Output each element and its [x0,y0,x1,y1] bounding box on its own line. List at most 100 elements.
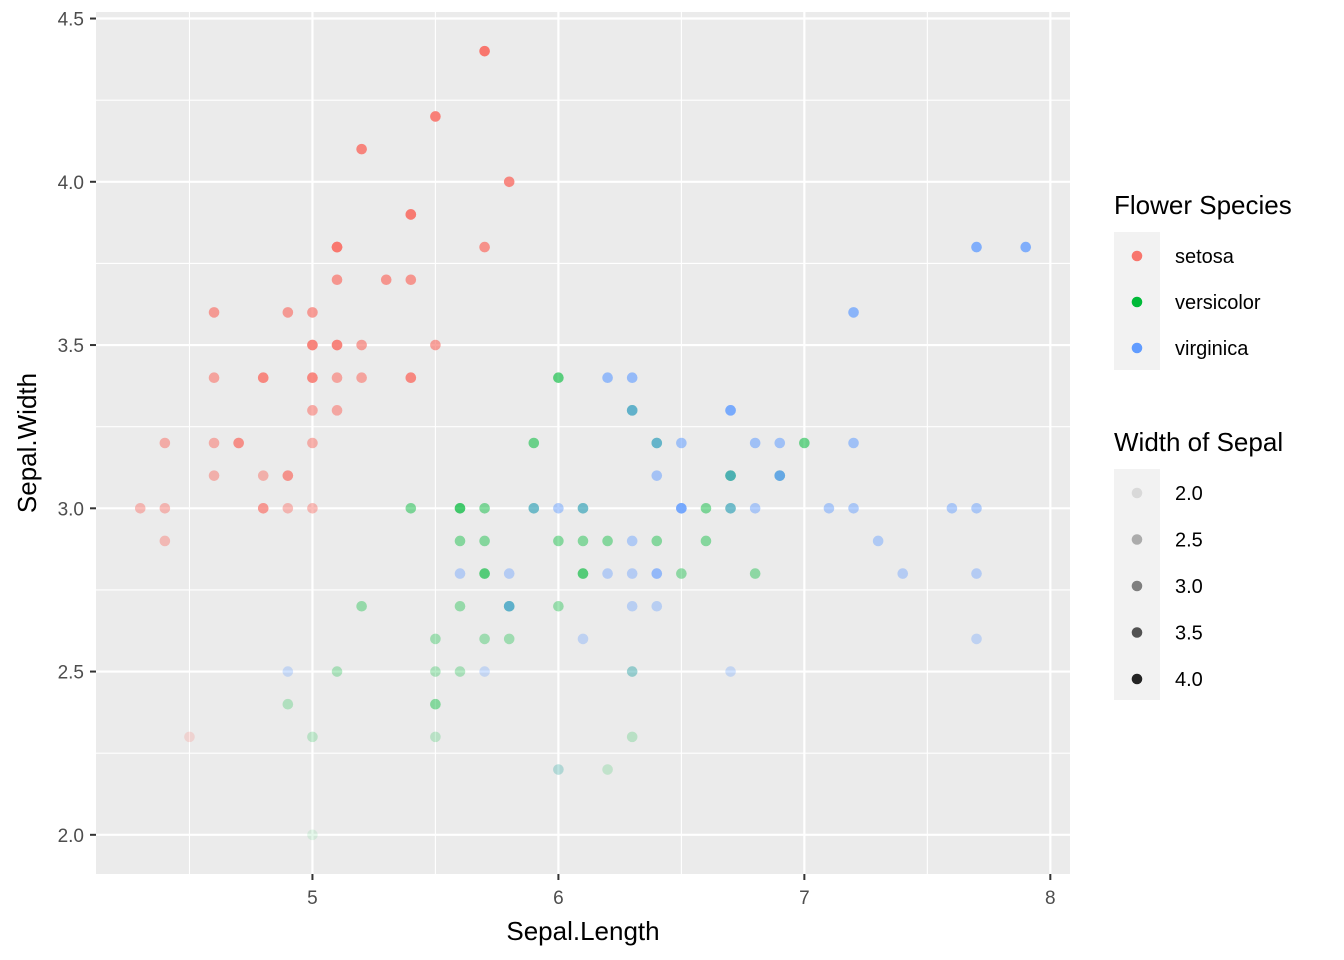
data-point-setosa [307,503,318,514]
data-point-versicolor [430,698,441,710]
alpha-legend-label: 3.5 [1175,623,1203,645]
data-point-virginica [971,633,982,645]
data-point-virginica [676,503,687,514]
data-point-versicolor [577,535,589,547]
y-axis-title: Sepal.Width [12,373,42,513]
data-point-virginica [503,600,515,612]
alpha-legend-key [1131,580,1143,592]
data-point-versicolor [577,503,589,514]
data-point-setosa [307,339,318,351]
data-point-versicolor [528,437,540,449]
data-point-virginica [282,666,294,677]
data-point-versicolor [602,764,613,775]
data-point-versicolor [430,633,441,645]
data-point-versicolor [479,568,490,579]
data-point-setosa [282,307,294,318]
data-point-versicolor [676,568,687,579]
data-point-virginica [971,503,982,514]
y-tick-label: 2.0 [58,826,84,847]
data-point-setosa [356,143,367,155]
y-tick-label: 3.5 [58,336,84,357]
data-point-virginica [1020,241,1032,253]
data-point-versicolor [479,568,490,579]
alpha-legend-key [1131,534,1143,545]
data-point-virginica [626,568,638,579]
data-point-versicolor [528,503,540,514]
data-point-virginica [774,437,786,449]
data-point-virginica [749,503,761,514]
x-tick-label: 8 [1045,888,1056,909]
data-point-versicolor [577,568,589,579]
data-point-versicolor [700,535,712,547]
data-point-versicolor [553,372,564,383]
data-point-virginica [626,535,638,547]
data-point-versicolor [503,600,515,612]
data-point-versicolor [503,600,515,612]
data-point-setosa [331,241,343,253]
data-point-versicolor [307,829,318,841]
data-point-virginica [897,568,909,579]
data-point-setosa [159,503,171,514]
legend-key-versicolor [1131,296,1143,308]
plot-panel [96,12,1070,874]
alpha-legend-label: 2.0 [1175,483,1203,505]
data-point-setosa [208,437,220,449]
y-tick-label: 4.5 [58,10,84,31]
data-point-versicolor [454,503,466,514]
legend-key-virginica [1131,342,1143,354]
y-tick-label: 2.5 [58,663,84,684]
data-point-setosa [282,503,294,514]
data-point-virginica [725,470,736,481]
data-point-setosa [208,372,220,383]
alpha-legend-key [1131,487,1143,499]
data-point-virginica [503,600,515,612]
data-point-virginica [725,503,736,514]
data-point-setosa [405,209,417,220]
data-point-versicolor [454,666,466,677]
data-point-virginica [602,372,613,383]
data-point-virginica [725,405,736,416]
y-tick-label: 4.0 [58,173,84,194]
legend-key-setosa [1131,250,1143,262]
data-points [134,45,1032,841]
data-point-setosa [331,372,343,383]
data-point-setosa [503,176,515,188]
data-point-versicolor [749,568,761,579]
data-point-versicolor [454,535,466,547]
data-point-setosa [380,274,392,286]
x-axis-title: Sepal.Length [506,916,659,946]
data-point-setosa [430,111,441,122]
data-point-virginica [626,666,638,677]
data-point-versicolor [626,731,638,743]
data-point-virginica [651,600,663,612]
data-point-versicolor [725,503,736,514]
data-point-versicolor [479,633,490,645]
alpha-legend-key [1131,627,1143,638]
data-point-setosa [331,274,343,286]
data-point-versicolor [479,535,490,547]
y-tick-label: 3.0 [58,499,84,520]
data-point-virginica [971,241,982,253]
data-point-virginica [848,503,859,514]
data-point-virginica [577,633,589,645]
data-point-versicolor [700,503,712,514]
data-point-virginica [602,568,613,579]
data-point-virginica [774,470,786,481]
data-point-setosa [331,339,343,351]
x-axis: 5 6 7 8 [307,874,1056,909]
legend-label-versicolor: versicolor [1175,292,1261,314]
data-point-setosa [184,731,195,743]
color-legend-title: Flower Species [1114,190,1292,220]
data-point-setosa [479,241,490,253]
data-point-versicolor [430,666,441,677]
data-point-virginica [626,600,638,612]
data-point-virginica [651,437,663,449]
data-point-virginica [651,568,663,579]
x-tick-label: 7 [799,888,810,909]
data-point-setosa [208,470,220,481]
data-point-virginica [577,503,589,514]
color-legend: Flower Species setosa versicolor virginica [1114,190,1292,370]
data-point-versicolor [282,698,294,710]
data-point-versicolor [799,437,810,449]
data-point-setosa [307,307,318,318]
